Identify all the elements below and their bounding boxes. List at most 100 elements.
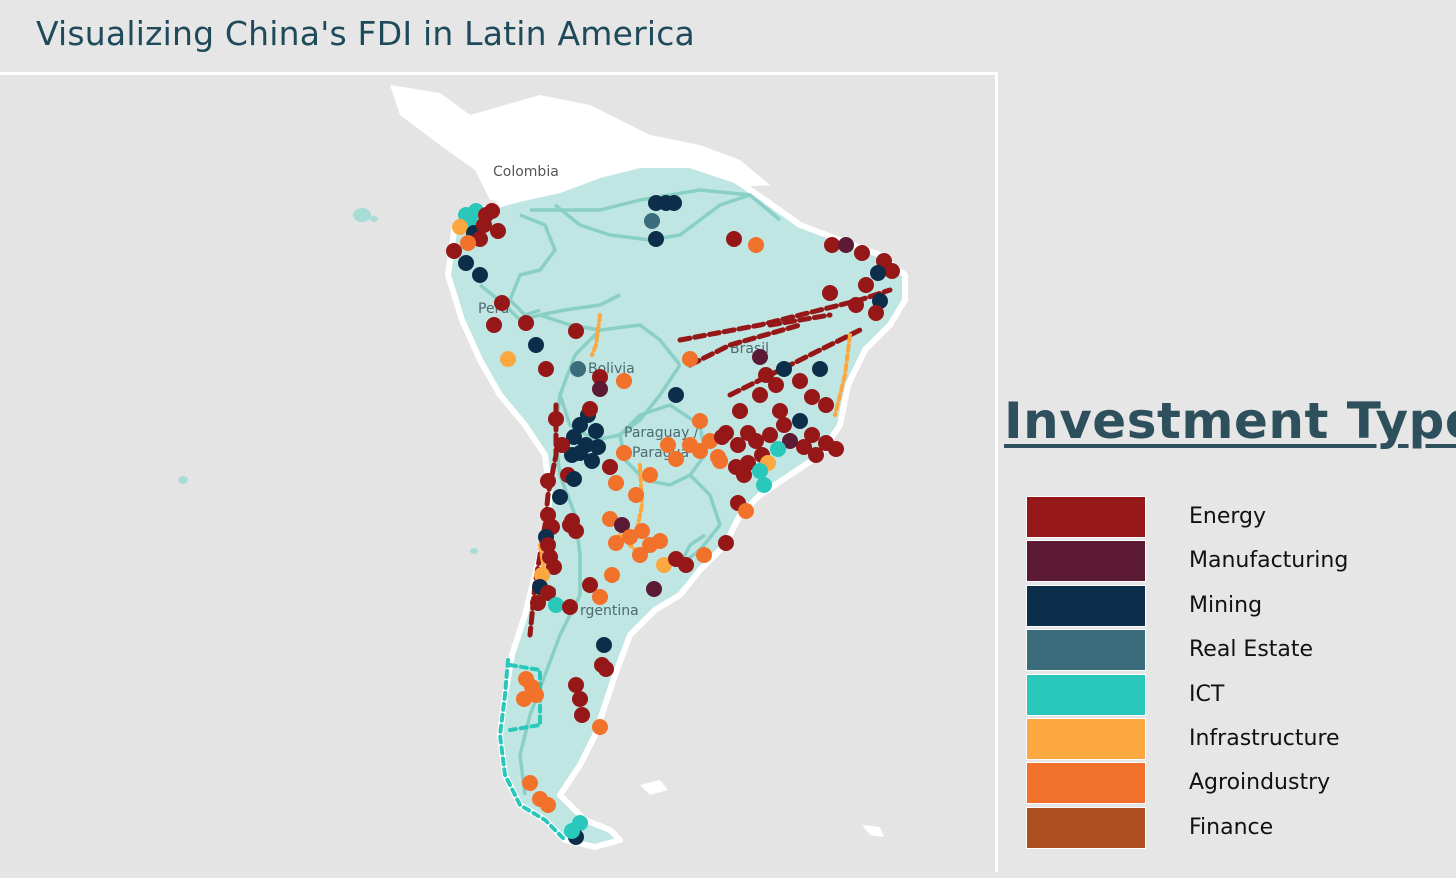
investment-point-mining[interactable] (776, 361, 792, 377)
investment-point-agroindustry[interactable] (634, 523, 650, 539)
investment-point-infrastructure[interactable] (534, 567, 550, 583)
investment-point-mining[interactable] (528, 337, 544, 353)
investment-point-energy[interactable] (714, 429, 730, 445)
investment-point-agroindustry[interactable] (608, 535, 624, 551)
investment-point-energy[interactable] (518, 315, 534, 331)
investment-point-energy[interactable] (776, 417, 792, 433)
investment-point-agroindustry[interactable] (712, 453, 728, 469)
investment-point-energy[interactable] (582, 577, 598, 593)
investment-point-agroindustry[interactable] (602, 511, 618, 527)
investment-point-energy[interactable] (858, 277, 874, 293)
investment-point-energy[interactable] (772, 403, 788, 419)
investment-point-energy[interactable] (540, 585, 556, 601)
investment-point-energy[interactable] (490, 223, 506, 239)
investment-point-energy[interactable] (848, 297, 864, 313)
investment-point-mining[interactable] (590, 439, 606, 455)
investment-point-agroindustry[interactable] (696, 547, 712, 563)
investment-point-manufacturing[interactable] (782, 433, 798, 449)
investment-points[interactable] (446, 195, 900, 845)
investment-point-energy[interactable] (572, 691, 588, 707)
investment-point-infrastructure[interactable] (452, 219, 468, 235)
investment-point-agroindustry[interactable] (738, 503, 754, 519)
investment-point-energy[interactable] (868, 305, 884, 321)
south-america-map[interactable]: Colombia Peru Bolivia Brasil Paraguay / … (0, 75, 998, 872)
investment-point-agroindustry[interactable] (608, 475, 624, 491)
investment-point-energy[interactable] (540, 473, 556, 489)
investment-point-real-estate[interactable] (644, 213, 660, 229)
investment-point-energy[interactable] (768, 377, 784, 393)
investment-point-manufacturing[interactable] (838, 237, 854, 253)
investment-point-energy[interactable] (762, 427, 778, 443)
investment-point-mining[interactable] (472, 267, 488, 283)
investment-point-energy[interactable] (718, 535, 734, 551)
investment-point-agroindustry[interactable] (632, 547, 648, 563)
investment-point-energy[interactable] (446, 243, 462, 259)
investment-point-energy[interactable] (884, 263, 900, 279)
investment-point-energy[interactable] (598, 661, 614, 677)
investment-point-mining[interactable] (666, 195, 682, 211)
investment-point-energy[interactable] (530, 595, 546, 611)
investment-point-energy[interactable] (808, 447, 824, 463)
investment-point-energy[interactable] (568, 323, 584, 339)
investment-point-infrastructure[interactable] (500, 351, 516, 367)
investment-point-energy[interactable] (484, 203, 500, 219)
investment-point-energy[interactable] (546, 559, 562, 575)
investment-point-ict[interactable] (564, 823, 580, 839)
investment-point-agroindustry[interactable] (622, 529, 638, 545)
investment-point-agroindustry[interactable] (682, 351, 698, 367)
investment-point-energy[interactable] (554, 437, 570, 453)
investment-point-agroindustry[interactable] (616, 373, 632, 389)
investment-point-ict[interactable] (756, 477, 772, 493)
investment-point-agroindustry[interactable] (616, 445, 632, 461)
investment-point-energy[interactable] (818, 397, 834, 413)
investment-point-energy[interactable] (602, 459, 618, 475)
investment-point-energy[interactable] (540, 537, 556, 553)
investment-point-mining[interactable] (588, 423, 604, 439)
investment-point-energy[interactable] (582, 401, 598, 417)
investment-point-mining[interactable] (584, 453, 600, 469)
investment-point-agroindustry[interactable] (748, 237, 764, 253)
investment-point-energy[interactable] (538, 361, 554, 377)
map-panel[interactable]: Colombia Peru Bolivia Brasil Paraguay / … (0, 72, 998, 872)
investment-point-energy[interactable] (476, 217, 492, 233)
investment-point-mining[interactable] (792, 413, 808, 429)
investment-point-agroindustry[interactable] (660, 437, 676, 453)
investment-point-mining[interactable] (870, 265, 886, 281)
investment-point-energy[interactable] (758, 367, 774, 383)
investment-point-energy[interactable] (592, 369, 608, 385)
investment-point-mining[interactable] (458, 255, 474, 271)
investment-point-energy[interactable] (678, 557, 694, 573)
investment-point-energy[interactable] (564, 513, 580, 529)
investment-point-agroindustry[interactable] (682, 437, 698, 453)
investment-point-mining[interactable] (552, 489, 568, 505)
investment-point-mining[interactable] (566, 471, 582, 487)
investment-point-agroindustry[interactable] (592, 589, 608, 605)
investment-point-ict[interactable] (770, 441, 786, 457)
investment-point-mining[interactable] (668, 387, 684, 403)
investment-point-energy[interactable] (574, 707, 590, 723)
investment-point-agroindustry[interactable] (692, 413, 708, 429)
investment-point-energy[interactable] (792, 373, 808, 389)
investment-point-energy[interactable] (486, 317, 502, 333)
investment-point-energy[interactable] (854, 245, 870, 261)
investment-point-energy[interactable] (730, 437, 746, 453)
investment-point-mining[interactable] (812, 361, 828, 377)
investment-point-agroindustry[interactable] (628, 487, 644, 503)
investment-point-ict[interactable] (752, 463, 768, 479)
investment-point-energy[interactable] (804, 427, 820, 443)
investment-point-mining[interactable] (648, 231, 664, 247)
investment-point-manufacturing[interactable] (592, 381, 608, 397)
investment-point-mining[interactable] (596, 637, 612, 653)
investment-point-agroindustry[interactable] (540, 797, 556, 813)
investment-point-agroindustry[interactable] (522, 775, 538, 791)
investment-point-manufacturing[interactable] (752, 349, 768, 365)
investment-point-real-estate[interactable] (570, 361, 586, 377)
investment-point-agroindustry[interactable] (460, 235, 476, 251)
investment-point-energy[interactable] (796, 439, 812, 455)
investment-point-mining[interactable] (564, 447, 580, 463)
investment-point-energy[interactable] (740, 425, 756, 441)
investment-point-energy[interactable] (804, 389, 820, 405)
investment-point-mining[interactable] (566, 429, 582, 445)
investment-point-energy[interactable] (822, 285, 838, 301)
investment-point-manufacturing[interactable] (646, 581, 662, 597)
